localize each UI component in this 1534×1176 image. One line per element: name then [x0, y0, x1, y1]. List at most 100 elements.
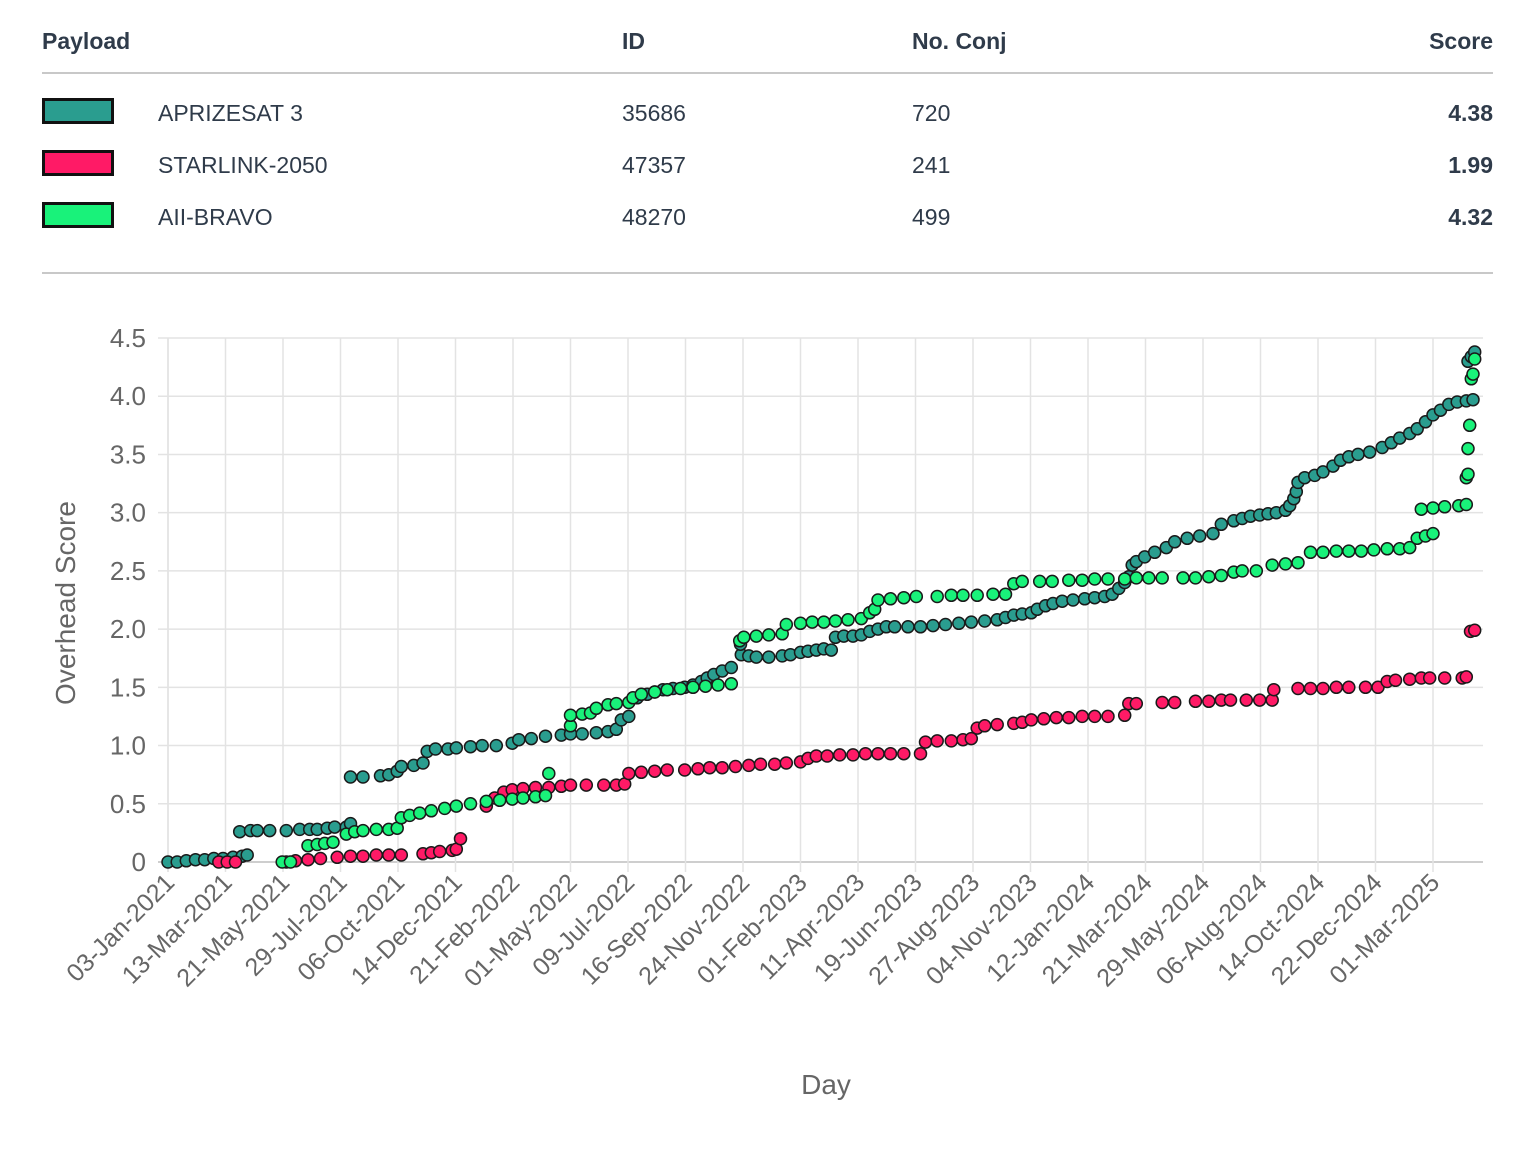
data-point	[1037, 712, 1051, 726]
data-point	[883, 746, 898, 761]
data-point	[622, 766, 636, 781]
data-point	[1032, 574, 1047, 589]
data-point	[597, 778, 611, 792]
data-point	[977, 614, 992, 628]
data-point	[1265, 558, 1279, 572]
data-point	[1192, 529, 1207, 543]
data-point	[698, 679, 713, 693]
data-point	[1367, 543, 1381, 557]
y-tick-label: 4.5	[110, 323, 146, 353]
data-point	[926, 618, 940, 633]
y-tick-label: 2.0	[110, 614, 146, 644]
data-point	[1402, 672, 1417, 686]
payload-table: Payload ID No. Conj Score APRIZESAT 3 35…	[42, 22, 1493, 274]
data-point	[1329, 680, 1344, 695]
data-point	[356, 849, 370, 863]
data-point	[1342, 680, 1356, 695]
payload-score: 1.99	[1448, 152, 1493, 178]
data-point	[538, 729, 553, 743]
data-point	[563, 708, 578, 723]
data-point	[313, 851, 328, 866]
table-row[interactable]: AII-BRAVO 48270 499 4.32	[42, 192, 1493, 244]
data-point	[824, 643, 839, 657]
data-point	[369, 848, 384, 862]
payload-conj-count: 720	[912, 100, 951, 126]
data-point	[930, 734, 944, 748]
chart-grid	[158, 337, 1483, 872]
data-point	[724, 677, 739, 691]
data-point	[279, 823, 294, 838]
data-point	[1267, 682, 1281, 697]
data-point	[728, 759, 743, 774]
data-point	[986, 587, 1000, 601]
data-point	[1147, 545, 1162, 560]
data-point	[589, 701, 604, 716]
data-point	[737, 630, 751, 645]
data-point	[715, 760, 729, 775]
data-point	[394, 848, 409, 862]
data-point	[301, 852, 315, 867]
data-point	[412, 806, 427, 820]
data-point	[453, 831, 468, 846]
data-point	[449, 741, 464, 755]
data-point	[702, 760, 717, 775]
series-color-swatch	[42, 98, 114, 124]
data-point	[1249, 564, 1264, 578]
data-point	[677, 763, 692, 777]
data-point	[1402, 540, 1417, 555]
data-point	[779, 617, 794, 632]
data-point	[956, 588, 970, 603]
data-point	[1303, 545, 1318, 560]
data-point	[283, 855, 298, 869]
data-point	[918, 735, 933, 749]
data-point	[1235, 564, 1249, 578]
y-tick-label: 1.5	[110, 672, 146, 702]
table-row[interactable]: STARLINK-2050 47357 241 1.99	[42, 140, 1493, 192]
data-point	[1316, 681, 1330, 696]
y-tick-label: 4.0	[110, 381, 146, 411]
data-point	[1466, 367, 1480, 381]
data-point	[1087, 709, 1102, 724]
data-point	[1188, 694, 1203, 709]
data-point	[724, 660, 739, 675]
data-point	[1437, 500, 1452, 514]
data-point	[1129, 571, 1144, 585]
payload-name: AII-BRAVO	[158, 204, 273, 230]
data-point	[424, 804, 439, 818]
data-point	[327, 820, 342, 834]
data-point	[913, 620, 928, 634]
payload-score: 4.32	[1448, 204, 1493, 230]
data-point	[832, 748, 847, 762]
data-point	[1351, 447, 1365, 462]
header-no-conj: No. Conj	[912, 28, 1007, 54]
data-point	[1316, 545, 1330, 560]
data-point	[944, 734, 959, 748]
data-point	[660, 763, 674, 777]
table-row[interactable]: APRIZESAT 3 35686 720 4.38	[42, 88, 1493, 140]
y-tick-label: 3.5	[110, 439, 146, 469]
data-point	[871, 746, 885, 761]
data-point	[589, 725, 604, 740]
data-point	[563, 778, 578, 792]
payload-id: 35686	[622, 100, 686, 126]
data-point	[938, 617, 953, 632]
y-axis-title: Overhead Score	[50, 501, 81, 705]
data-point	[369, 822, 384, 837]
data-point	[647, 685, 662, 699]
data-point	[343, 849, 358, 863]
data-point	[1291, 681, 1305, 696]
data-point	[930, 589, 944, 604]
data-point	[1303, 681, 1318, 696]
data-point	[762, 628, 776, 642]
data-point	[1075, 573, 1089, 587]
y-tick-label: 1.0	[110, 731, 146, 761]
header-id: ID	[622, 28, 645, 54]
data-point	[1358, 680, 1373, 695]
payload-conj-count: 241	[912, 152, 951, 178]
data-point	[1426, 501, 1440, 515]
data-point	[998, 587, 1013, 601]
data-point	[1422, 671, 1437, 685]
data-point	[1388, 673, 1403, 688]
data-point	[250, 823, 264, 838]
